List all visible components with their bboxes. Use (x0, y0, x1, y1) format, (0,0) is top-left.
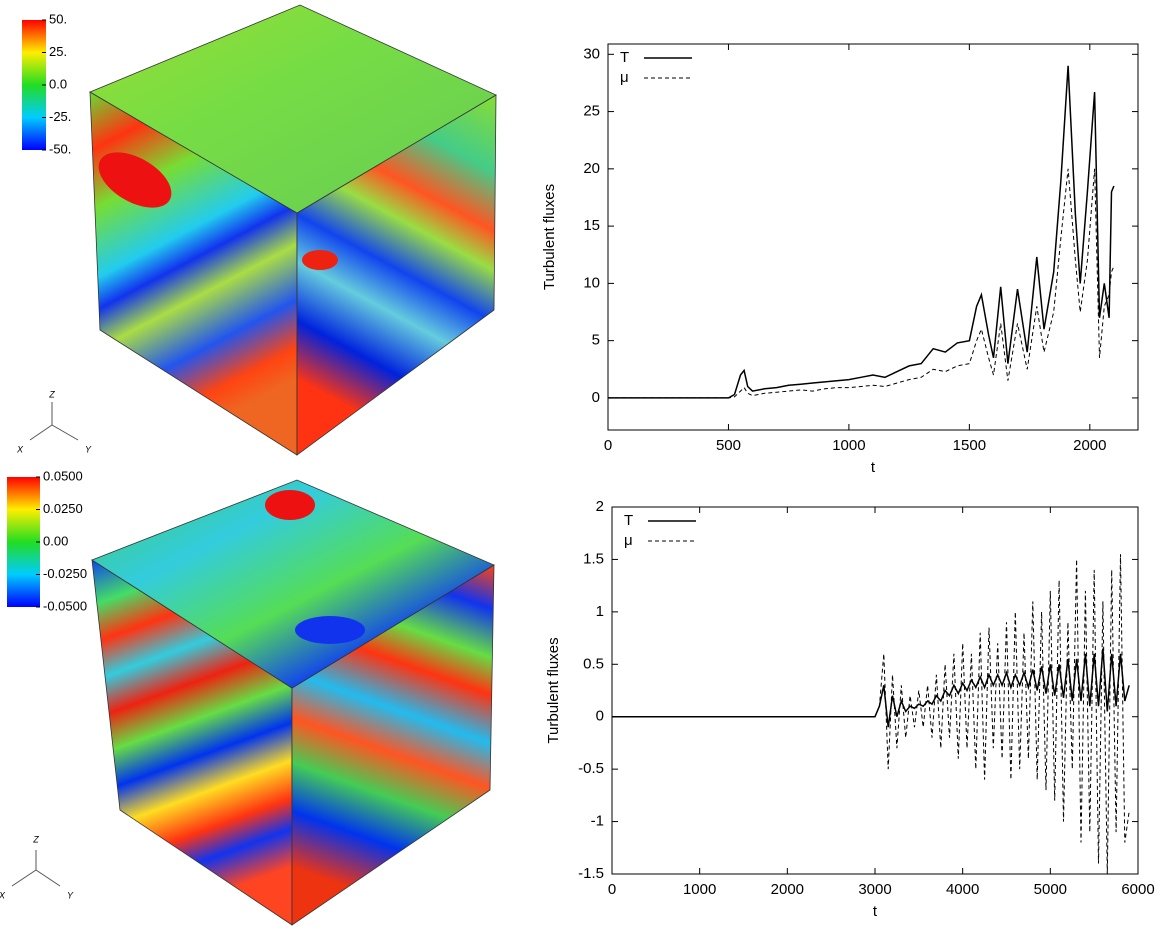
colorbar-label: -50. (49, 141, 71, 156)
colorbar-label: -0.0250 (43, 566, 87, 581)
series-line (612, 648, 1130, 728)
colorbar-label: 25. (49, 44, 67, 59)
colorbar-label: -0.0500 (43, 598, 87, 613)
y-tick-label: -1.5 (578, 865, 604, 882)
y-tick-label: -0.5 (578, 760, 604, 777)
y-tick-label: 10 (583, 274, 600, 291)
colorbar-label: 0.0500 (43, 468, 83, 483)
x-tick-label: 3000 (858, 881, 891, 898)
y-tick-label: 2 (596, 498, 604, 515)
x-tick-label: 1000 (832, 437, 865, 454)
axis-label: Z (32, 834, 39, 844)
x-tick-label: 0 (604, 437, 612, 454)
axis-label: Y (67, 890, 74, 900)
cube-bottom (91, 479, 495, 926)
y-tick-label: 15 (583, 217, 600, 234)
series-line (612, 554, 1130, 875)
legend-label: T (620, 49, 629, 66)
x-tick-label: 6000 (1121, 881, 1154, 898)
y-tick-label: 0.5 (583, 655, 604, 672)
x-tick-label: 1500 (953, 437, 986, 454)
axis-label: Z (48, 389, 55, 399)
axis-triad (11, 402, 79, 887)
legend-label: μ (624, 532, 633, 549)
y-tick-label: 1.5 (583, 550, 604, 567)
colorbar-label: 0.0250 (43, 501, 83, 516)
y-tick-label: 20 (583, 160, 600, 177)
axis-label: X (0, 890, 6, 900)
colorbar-label: 50. (49, 11, 67, 26)
y-axis-label: Turbulent fluxes (541, 184, 558, 290)
y-tick-label: -1 (591, 813, 604, 830)
y-tick-label: 5 (592, 332, 600, 349)
legend-label: T (624, 512, 633, 529)
cube-top (89, 4, 497, 456)
x-tick-label: 2000 (1073, 437, 1106, 454)
axis-label: Y (85, 444, 92, 454)
colorbar-label: 0.00 (43, 533, 68, 548)
legend-label: μ (620, 69, 629, 86)
y-tick-label: 0 (592, 389, 600, 406)
series-line (608, 168, 1115, 399)
colorbar (7, 477, 40, 607)
plot-frame (611, 506, 1139, 875)
y-tick-label: 1 (596, 603, 604, 620)
x-tick-label: 4000 (946, 881, 979, 898)
x-axis-label: t (873, 903, 878, 920)
y-tick-label: 0 (596, 708, 604, 725)
series-line (608, 65, 1115, 399)
y-axis-label: Turbulent fluxes (545, 637, 562, 743)
x-tick-label: 1000 (683, 881, 716, 898)
colorbar-label: 0.0 (49, 76, 67, 91)
plot-frame (607, 43, 1139, 431)
y-tick-label: 25 (583, 103, 600, 120)
x-tick-label: 500 (716, 437, 741, 454)
x-tick-label: 0 (608, 881, 616, 898)
x-tick-label: 2000 (771, 881, 804, 898)
axis-label: X (16, 444, 24, 454)
y-tick-label: 30 (583, 45, 600, 62)
x-axis-label: t (871, 459, 876, 476)
colorbar-label: -25. (49, 109, 71, 124)
x-tick-label: 5000 (1034, 881, 1067, 898)
